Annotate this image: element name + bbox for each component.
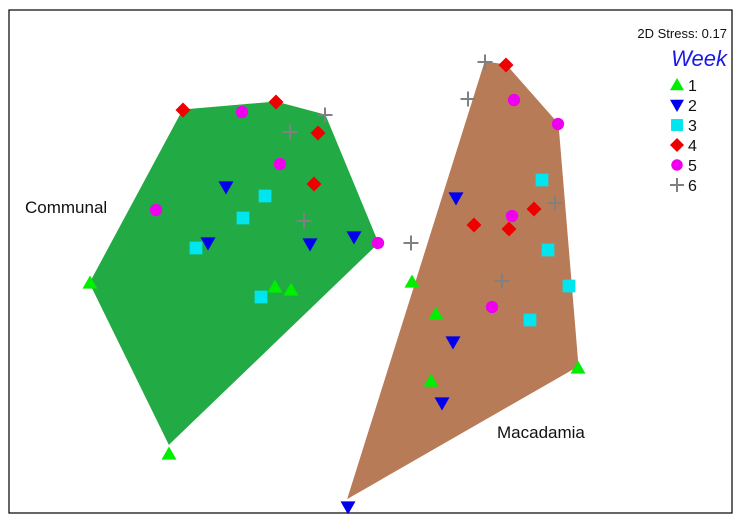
point-week-1-1 xyxy=(82,275,98,289)
point-week-4-4 xyxy=(306,176,322,192)
point-week-6-6 xyxy=(547,195,563,211)
legend-marker-3 xyxy=(671,119,683,131)
point-week-3-8 xyxy=(523,313,537,327)
point-week-4-8 xyxy=(526,201,542,217)
group-label-communal: Communal xyxy=(25,198,107,217)
point-week-1-8 xyxy=(570,360,586,374)
point-week-4-6 xyxy=(466,217,482,233)
point-week-5-2 xyxy=(273,157,287,171)
point-week-4-7 xyxy=(501,221,517,237)
point-week-6-3 xyxy=(296,213,312,229)
legend: Week 1 2 3 4 5 6 xyxy=(670,46,728,195)
stress-label: 2D Stress: 0.17 xyxy=(637,26,727,41)
point-week-1-5 xyxy=(404,274,420,288)
point-week-2-5 xyxy=(448,192,464,206)
legend-label-2: 2 xyxy=(688,98,697,115)
legend-marker-4 xyxy=(670,138,684,152)
group-hulls xyxy=(89,61,579,500)
point-week-2-6 xyxy=(445,336,461,350)
point-week-2-2 xyxy=(200,237,216,251)
point-week-3-7 xyxy=(562,279,576,293)
legend-label-5: 5 xyxy=(688,158,697,175)
legend-label-4: 4 xyxy=(688,138,697,155)
point-week-5-6 xyxy=(551,117,565,131)
point-week-1-4 xyxy=(283,282,299,296)
point-week-5-1 xyxy=(235,105,249,119)
point-week-2-8 xyxy=(340,501,356,514)
data-points xyxy=(82,54,586,514)
point-week-2-3 xyxy=(302,238,318,252)
point-week-2-4 xyxy=(346,231,362,245)
point-week-6-4 xyxy=(477,54,493,70)
point-week-3-1 xyxy=(258,189,272,203)
point-week-2-1 xyxy=(218,181,234,195)
point-week-3-6 xyxy=(541,243,555,257)
point-week-3-2 xyxy=(236,211,250,225)
legend-marker-2 xyxy=(670,99,684,112)
point-week-3-4 xyxy=(254,290,268,304)
point-week-6-7 xyxy=(403,235,419,251)
point-week-4-1 xyxy=(175,102,191,118)
legend-title: Week xyxy=(671,46,728,71)
point-week-5-8 xyxy=(485,300,499,314)
point-week-6-5 xyxy=(460,91,476,107)
point-week-5-7 xyxy=(505,209,519,223)
point-week-6-2 xyxy=(317,107,333,123)
point-week-3-5 xyxy=(535,173,549,187)
point-week-2-7 xyxy=(434,397,450,411)
legend-label-6: 6 xyxy=(688,178,697,195)
legend-marker-1 xyxy=(670,78,684,91)
group-label-macadamia: Macadamia xyxy=(497,423,585,442)
point-week-6-8 xyxy=(494,273,510,289)
legend-marker-6 xyxy=(670,178,684,192)
point-week-1-3 xyxy=(267,279,283,293)
point-week-4-3 xyxy=(310,125,326,141)
point-week-5-4 xyxy=(371,236,385,250)
legend-marker-5 xyxy=(671,159,683,171)
point-week-1-2 xyxy=(161,446,177,460)
point-week-1-7 xyxy=(423,373,439,387)
legend-label-3: 3 xyxy=(688,118,697,135)
point-week-5-5 xyxy=(507,93,521,107)
legend-label-1: 1 xyxy=(688,78,697,95)
point-week-4-5 xyxy=(498,57,514,73)
point-week-4-2 xyxy=(268,94,284,110)
point-week-1-6 xyxy=(428,306,444,320)
point-week-5-3 xyxy=(149,203,163,217)
point-week-6-1 xyxy=(282,124,298,140)
point-week-3-3 xyxy=(189,241,203,255)
